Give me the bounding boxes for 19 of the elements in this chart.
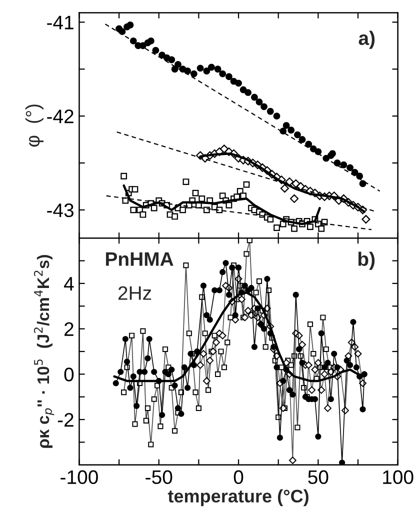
y-tick-label: 0: [64, 368, 74, 382]
x-tick-label: 50: [308, 470, 328, 484]
x-tick-label: 100: [383, 470, 414, 484]
x-tick-label: -50: [146, 470, 172, 484]
x-tick-label: 0: [234, 470, 244, 484]
text: ρκ c$_{p}$'' · 10$^{5}$ (J$^{2}$/cm$^{4}$K$^{2}$s): [34, 255, 54, 448]
x-tick-label: -100: [60, 470, 98, 484]
y-axis-title: φ (°): [25, 104, 44, 147]
y-tick-label: 2: [64, 322, 74, 336]
x-axis-title: temperature (°C): [168, 489, 308, 506]
annotation: a): [358, 30, 375, 49]
y-tick-label: -43: [47, 203, 74, 218]
y-tick-label: -2: [58, 413, 74, 427]
annotation: PnHMA: [106, 252, 174, 266]
annotation: b): [358, 252, 375, 270]
y-tick-label: 4: [64, 277, 74, 290]
y-tick-label: -41: [47, 16, 74, 30]
y-tick-label: -42: [47, 110, 74, 124]
annotation: 2Hz: [118, 286, 152, 300]
